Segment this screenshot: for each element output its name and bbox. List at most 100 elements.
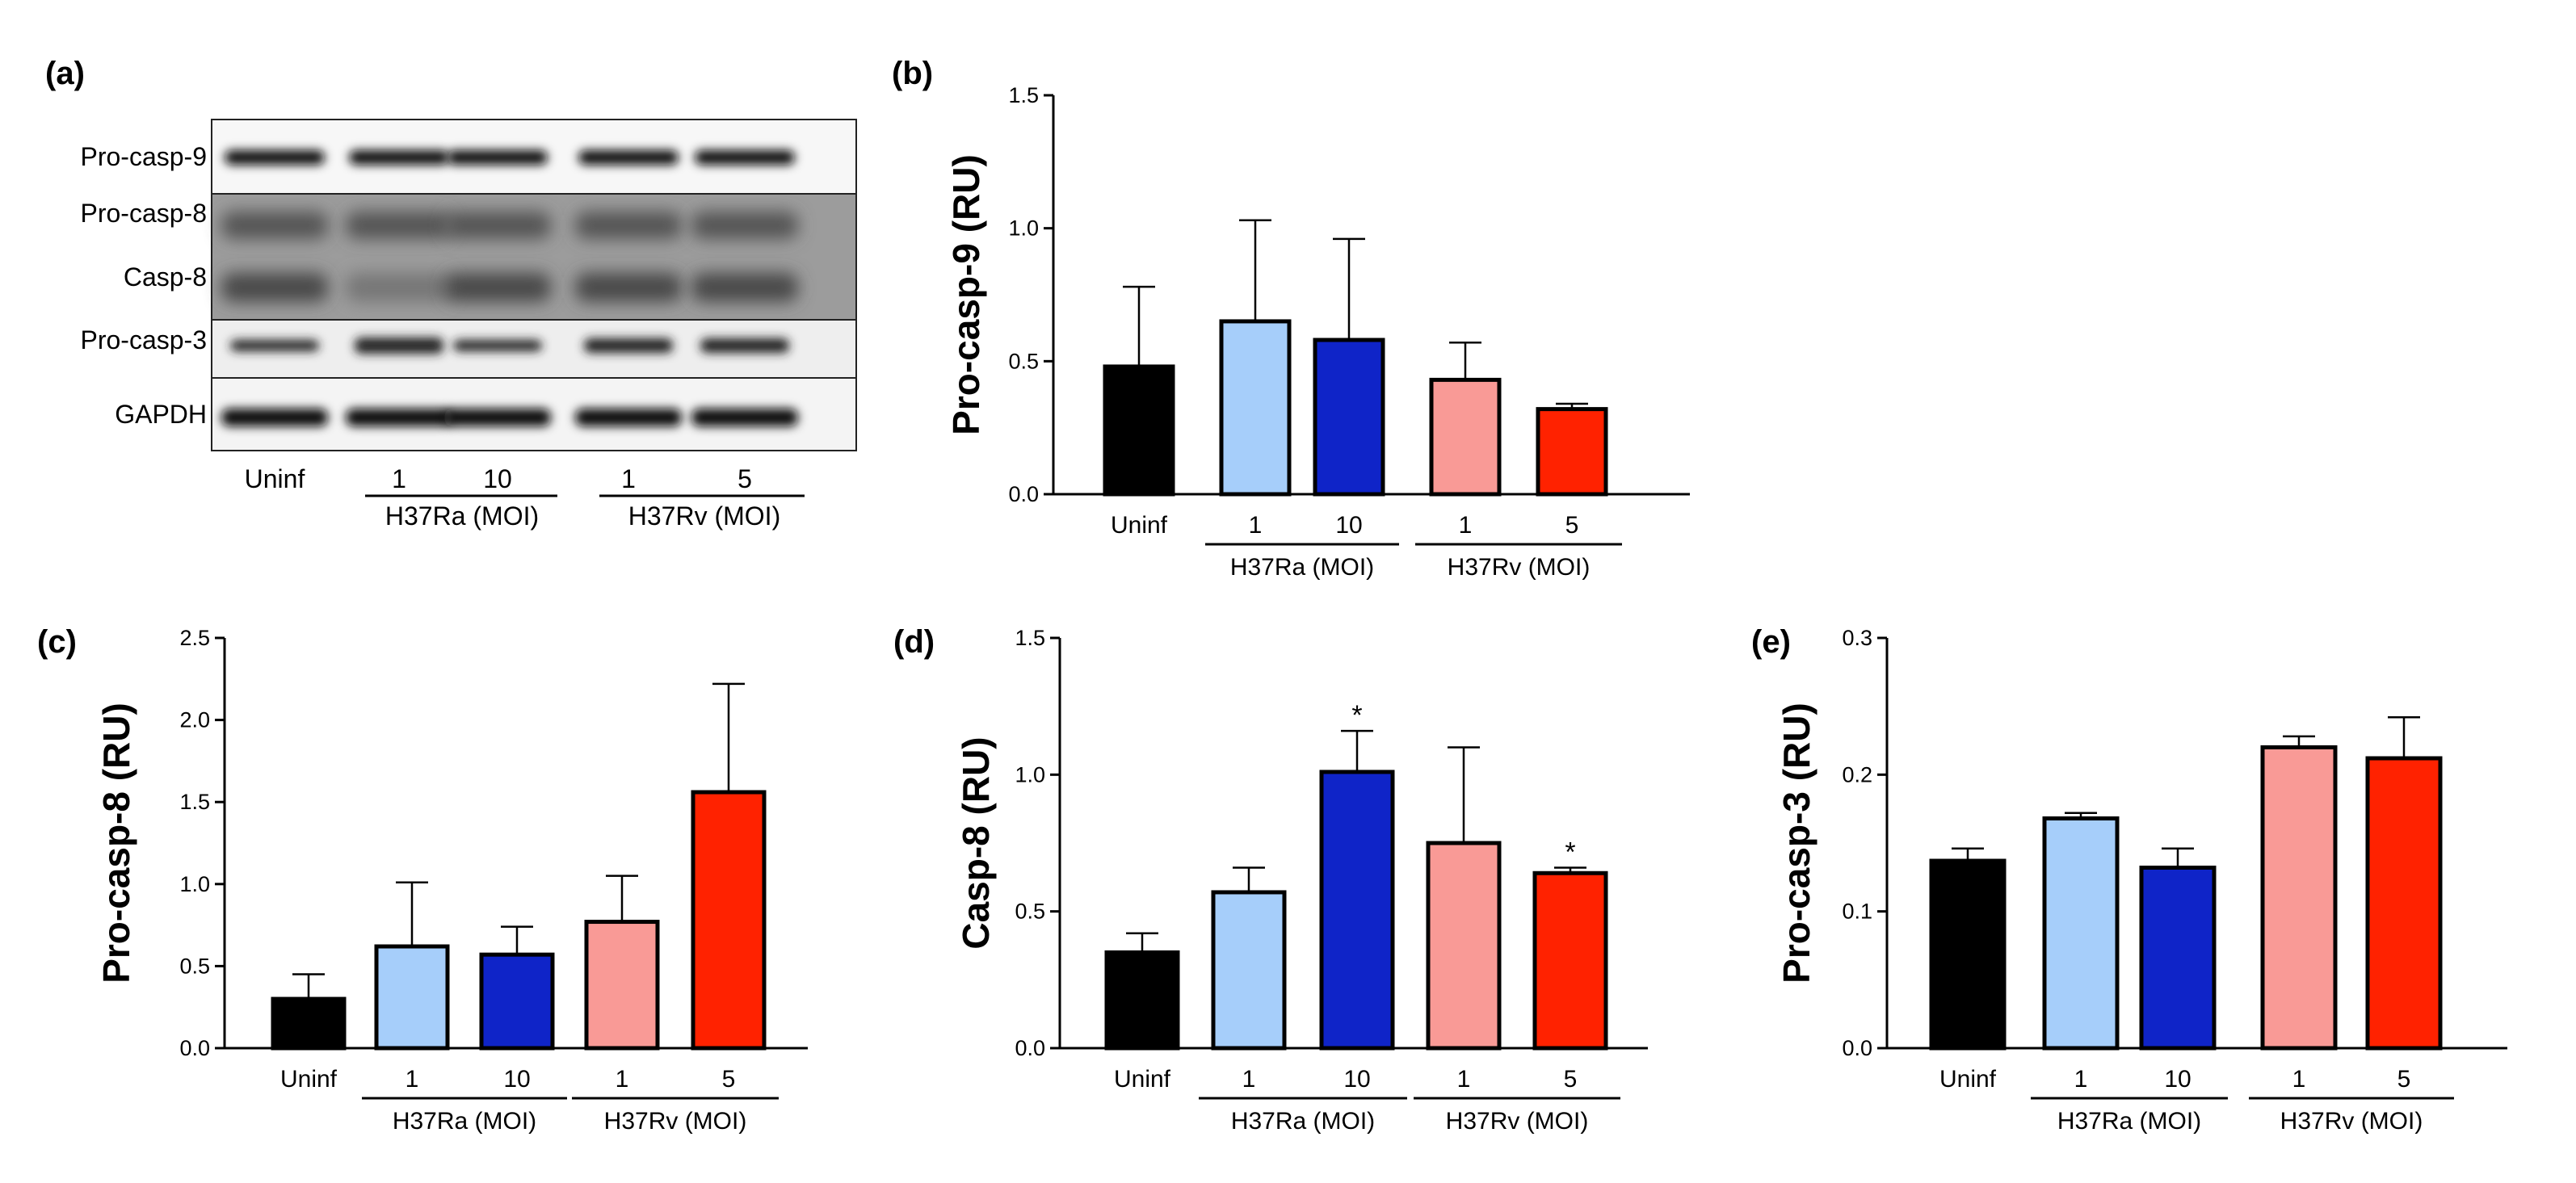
blot-band bbox=[453, 340, 542, 351]
x-tick-label: 5 bbox=[2397, 1066, 2411, 1093]
y-tick-label: 0.5 bbox=[1008, 349, 1039, 373]
x-tick-label: 1 bbox=[2292, 1066, 2306, 1093]
x-tick-label: 10 bbox=[2164, 1066, 2191, 1093]
bar bbox=[2365, 756, 2443, 1051]
bar bbox=[2139, 865, 2217, 1051]
significance-marker: * bbox=[1565, 837, 1575, 867]
bar bbox=[1536, 407, 1608, 497]
y-tick-label: 2.0 bbox=[179, 708, 210, 732]
panel-a-label: (a) bbox=[45, 56, 85, 91]
blot-band bbox=[230, 340, 319, 351]
y-axis-label: Pro-casp-9 (RU) bbox=[945, 154, 987, 435]
y-axis-label: Pro-casp-8 (RU) bbox=[95, 703, 137, 984]
bar bbox=[479, 952, 555, 1051]
panel-b-chart: (b) 0.0 0.5 1.0 1.5 Pro-casp-9 (RU) Uninf 1 10 1 5… bbox=[892, 56, 1690, 581]
bar bbox=[1219, 319, 1292, 497]
group-label: H37Rv (MOI) bbox=[604, 1108, 747, 1135]
y-axis-label: Casp-8 (RU) bbox=[955, 736, 997, 949]
panel-d-chart: (d) 0.0 0.5 1.0 1.5 Casp-8 (RU) Uninf 1 * 10 1 * 5 H3… bbox=[893, 624, 1648, 1135]
x-tick-label: 1 bbox=[2074, 1066, 2088, 1093]
blot-band bbox=[691, 409, 798, 426]
group-label: H37Rv (MOI) bbox=[1446, 1108, 1589, 1135]
panel-label: (c) bbox=[37, 624, 77, 660]
group-label: H37Rv (MOI) bbox=[2280, 1108, 2423, 1135]
bar bbox=[2042, 816, 2120, 1051]
group-label: H37Ra (MOI) bbox=[393, 1108, 536, 1135]
blot-band bbox=[346, 212, 452, 239]
blot-band bbox=[444, 409, 551, 426]
y-tick-label: 0.0 bbox=[1015, 1036, 1045, 1060]
blot-band bbox=[346, 409, 452, 426]
blot-band bbox=[444, 273, 551, 302]
y-tick-label: 1.5 bbox=[179, 790, 210, 814]
blot-band bbox=[225, 150, 325, 165]
blot-lane-label: 1 bbox=[621, 464, 636, 493]
bar bbox=[1319, 770, 1395, 1051]
bar bbox=[584, 920, 660, 1051]
bar bbox=[691, 790, 767, 1051]
x-tick-label: 1 bbox=[1459, 512, 1473, 539]
y-tick-label: 0.0 bbox=[179, 1036, 210, 1060]
bar bbox=[1313, 338, 1385, 497]
blot-band bbox=[448, 150, 548, 165]
bar bbox=[1211, 890, 1287, 1051]
bar bbox=[1429, 377, 1502, 497]
y-tick-label: 1.0 bbox=[1008, 216, 1039, 241]
y-tick-label: 0.1 bbox=[1842, 900, 1872, 924]
blot-row-label: Pro-casp-3 bbox=[81, 325, 208, 354]
group-label: H37Ra (MOI) bbox=[1231, 1108, 1375, 1135]
blot-band bbox=[578, 150, 679, 165]
x-tick-label: 1 bbox=[1249, 512, 1263, 539]
x-tick-label: 1 bbox=[616, 1066, 629, 1093]
blot-band bbox=[221, 273, 328, 302]
y-tick-label: 0.3 bbox=[1842, 626, 1872, 650]
y-axis-label: Pro-casp-3 (RU) bbox=[1775, 703, 1817, 984]
panel-e-chart: (e) 0.0 0.1 0.2 0.3 Pro-casp-3 (RU) Uninf 1 10 1 5… bbox=[1751, 624, 2507, 1135]
y-tick-label: 0.2 bbox=[1842, 762, 1872, 787]
blot-row-label: GAPDH bbox=[115, 400, 207, 429]
y-tick-label: 1.5 bbox=[1015, 626, 1045, 650]
y-tick-label: 1.5 bbox=[1008, 83, 1039, 107]
x-tick-label: Uninf bbox=[280, 1066, 338, 1093]
blot-band bbox=[575, 409, 682, 426]
x-tick-label: 5 bbox=[1565, 512, 1579, 539]
x-tick-label: 1 bbox=[1242, 1066, 1256, 1093]
panel-label: (e) bbox=[1751, 624, 1791, 660]
panel-label: (b) bbox=[892, 56, 933, 91]
blot-band bbox=[691, 212, 798, 239]
y-tick-label: 0.0 bbox=[1842, 1036, 1872, 1060]
y-tick-label: 2.5 bbox=[179, 626, 210, 650]
y-tick-label: 1.0 bbox=[1015, 762, 1045, 787]
x-tick-label: 5 bbox=[1564, 1066, 1578, 1093]
panel-c-chart: (c) 0.0 0.5 1.0 1.5 2.0 2.5 Pro-casp-8 (RU) Unin… bbox=[37, 624, 808, 1135]
bar bbox=[1103, 364, 1175, 497]
bar bbox=[2260, 745, 2338, 1051]
blot-band bbox=[221, 212, 328, 239]
blot-row-label: Casp-8 bbox=[124, 262, 207, 292]
group-label: H37Ra (MOI) bbox=[2057, 1108, 2201, 1135]
blot-group-label: H37Rv (MOI) bbox=[628, 501, 780, 531]
x-tick-label: Uninf bbox=[1111, 512, 1168, 539]
blot-band bbox=[349, 150, 449, 165]
y-tick-label: 0.5 bbox=[1015, 900, 1045, 924]
bar bbox=[271, 996, 347, 1051]
group-label: H37Ra (MOI) bbox=[1230, 554, 1374, 581]
blot-band bbox=[575, 212, 682, 239]
blot-band bbox=[691, 273, 798, 302]
blot-group-label: H37Ra (MOI) bbox=[385, 501, 539, 531]
blot-band bbox=[584, 338, 673, 353]
panel-label: (d) bbox=[893, 624, 935, 660]
bar bbox=[374, 944, 450, 1051]
blot-band bbox=[695, 150, 795, 165]
y-tick-label: 0.5 bbox=[179, 954, 210, 978]
blot-row-label: Pro-casp-9 bbox=[81, 142, 208, 171]
x-tick-label: Uninf bbox=[1939, 1066, 1997, 1093]
x-tick-label: 10 bbox=[1343, 1066, 1370, 1093]
blot-lane-label: Uninf bbox=[245, 464, 305, 493]
blot-lane-label: 10 bbox=[483, 464, 512, 493]
blot-band bbox=[346, 273, 452, 302]
blot-band bbox=[444, 212, 551, 239]
blot-band bbox=[575, 273, 682, 302]
bar bbox=[1929, 858, 2007, 1051]
